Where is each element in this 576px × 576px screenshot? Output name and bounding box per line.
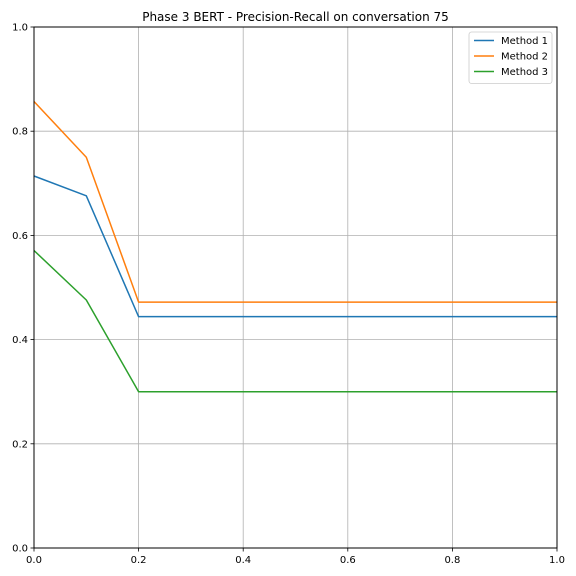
y-tick-label: 0.0 <box>12 544 28 555</box>
legend: Method 1 Method 2 Method 3 <box>468 31 553 84</box>
x-tick-label: 0.4 <box>235 555 251 566</box>
series-line-method-2 <box>33 100 557 303</box>
y-tick-label: 0.6 <box>12 231 28 242</box>
legend-label-method-1: Method 1 <box>501 36 548 47</box>
x-tick-label: 0.6 <box>340 555 356 566</box>
x-tick-label: 0.0 <box>26 555 42 566</box>
plot-frame <box>33 26 558 549</box>
y-tick-label: 1.0 <box>12 23 28 34</box>
x-tick-label: 0.2 <box>131 555 147 566</box>
x-tick-label: 0.8 <box>444 555 460 566</box>
legend-label-method-2: Method 2 <box>501 52 548 63</box>
y-tick-label: 0.2 <box>12 439 28 450</box>
legend-box <box>468 31 553 84</box>
x-axis-ticks: 0.0 0.2 0.4 0.6 0.8 1.0 <box>26 548 565 566</box>
y-tick-label: 0.4 <box>12 335 28 346</box>
grid <box>33 26 558 549</box>
series-lines <box>33 100 557 393</box>
series-line-method-1 <box>33 175 557 318</box>
chart-title: Phase 3 BERT - Precision-Recall on conve… <box>142 10 449 24</box>
series-line-method-3 <box>33 249 557 393</box>
x-tick-label: 1.0 <box>549 555 565 566</box>
y-tick-label: 0.8 <box>12 127 28 138</box>
y-axis-ticks: 0.0 0.2 0.4 0.6 0.8 1.0 <box>12 23 34 555</box>
legend-label-method-3: Method 3 <box>501 67 548 78</box>
